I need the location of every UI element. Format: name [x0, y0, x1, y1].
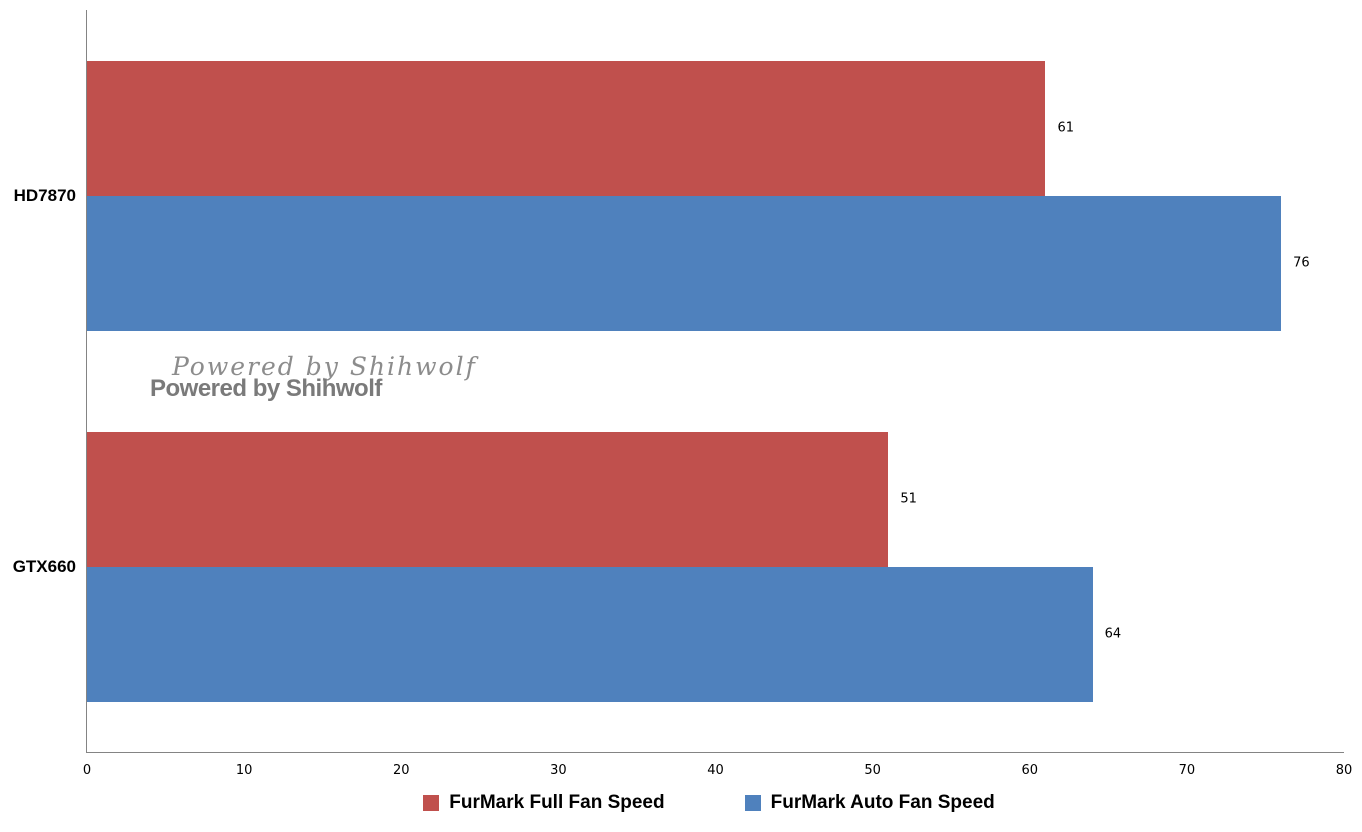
legend-item-furmark-auto-fan-speed: FurMark Auto Fan Speed: [744, 792, 995, 814]
x-tick-60: 60: [1021, 763, 1039, 778]
x-tick-30: 30: [550, 763, 567, 778]
bar-gtx660-furmark-full-fan-speed: [87, 431, 889, 567]
value-label-hd7870-furmark-auto-fan-speed: 76: [1293, 255, 1310, 271]
value-label-gtx660-furmark-full-fan-speed: 51: [900, 491, 917, 507]
x-tick-40: 40: [707, 763, 724, 778]
legend-swatch-icon: [744, 795, 761, 811]
plot-area: 61 76 51 64 HD7870 GTX660 0 10 20 30 40 50 60 70 80: [13, 10, 1352, 778]
bar-hd7870-furmark-auto-fan-speed: [87, 195, 1282, 331]
value-label-gtx660-furmark-auto-fan-speed: 64: [1104, 626, 1122, 642]
x-tick-80: 80: [1335, 763, 1353, 778]
category-label-hd7870: HD7870: [13, 185, 76, 205]
bar-hd7870-furmark-full-fan-speed: [87, 60, 1046, 196]
legend-item-furmark-full-fan-speed: FurMark Full Fan Speed: [423, 792, 665, 814]
x-tick-70: 70: [1178, 763, 1196, 778]
chart-legend: FurMark Full Fan Speed FurMark Auto Fan S…: [0, 792, 1362, 814]
legend-label: FurMark Full Fan Speed: [449, 792, 665, 813]
x-tick-10: 10: [235, 763, 253, 778]
x-tick-20: 20: [392, 763, 410, 778]
value-label-hd7870-furmark-full-fan-speed: 61: [1057, 120, 1074, 136]
legend-swatch-icon: [423, 795, 440, 811]
legend-label: FurMark Auto Fan Speed: [770, 792, 995, 813]
bar-gtx660-furmark-auto-fan-speed: [87, 566, 1093, 702]
x-tick-50: 50: [864, 763, 881, 778]
category-label-gtx660: GTX660: [12, 556, 76, 576]
x-tick-0: 0: [82, 763, 92, 778]
